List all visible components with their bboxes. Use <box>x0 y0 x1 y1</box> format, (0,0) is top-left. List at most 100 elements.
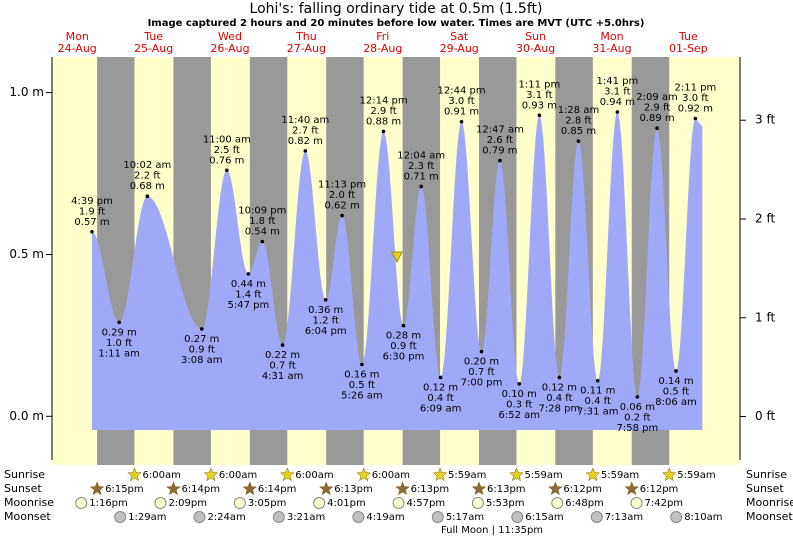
sunrise-icon <box>661 467 677 482</box>
tide-point <box>401 323 406 328</box>
tide-label: 1.9 ft <box>79 206 105 217</box>
sunset-time: 6:14pm <box>258 484 297 495</box>
sunset-time: 6:14pm <box>181 484 220 495</box>
tide-label: 0.88 m <box>366 116 401 127</box>
tide-label: 0.5 ft <box>349 380 375 391</box>
moonrise-icon <box>75 497 88 509</box>
tide-label: 0.06 m <box>620 402 655 413</box>
tide-label: 3.1 ft <box>526 90 552 101</box>
tide-label: 1:28 am <box>558 105 600 116</box>
sunrise-time: 6:00am <box>295 470 333 481</box>
tide-label: 11:00 am <box>203 134 251 145</box>
tide-label: 0.28 m <box>386 331 421 342</box>
y2-tick-label: 1 ft <box>755 310 775 324</box>
tide-label: 0.4 ft <box>427 393 453 404</box>
moonrise-time: 4:01pm <box>327 498 366 509</box>
tide-point <box>303 149 308 153</box>
tide-label: 0.79 m <box>482 146 517 157</box>
sunrise-time: 6:00am <box>143 470 181 481</box>
tide-label: 0.4 ft <box>546 393 572 404</box>
sunrise-time: 5:59am <box>448 470 486 481</box>
moonset-icon <box>193 511 206 523</box>
moonset-time: 4:19am <box>366 512 404 523</box>
day-name: Mon <box>66 30 89 43</box>
tide-label: 2.6 ft <box>487 135 513 146</box>
moonrise-icon <box>551 497 564 509</box>
day-date: 29-Aug <box>440 42 479 55</box>
tide-label: 0.62 m <box>325 201 360 212</box>
moonset-time: 3:21am <box>287 512 325 523</box>
y-tick-label: 1.0 m <box>9 85 44 99</box>
sunset-time: 6:13pm <box>334 484 373 495</box>
tide-label: 11:40 am <box>281 115 329 126</box>
tide-label: 0.3 ft <box>506 399 532 410</box>
tide-label: 0.27 m <box>184 334 219 345</box>
tide-label: 2.3 ft <box>408 161 434 172</box>
tide-label: 6:52 am <box>499 410 541 421</box>
chart-subtitle: Image captured 2 hours and 20 minutes be… <box>148 18 645 29</box>
day-name: Tue <box>143 30 163 43</box>
moonset-time: 6:15am <box>525 512 563 523</box>
sunset-time: 6:13pm <box>487 484 526 495</box>
moonrise-time: 6:48pm <box>565 498 604 509</box>
tide-label: 8:06 am <box>655 397 697 408</box>
tide-label: 0.7 ft <box>269 361 295 372</box>
row-label: Moonrise <box>4 496 54 509</box>
tide-label: 11:13 pm <box>318 180 366 191</box>
day-name: Thu <box>295 30 317 43</box>
moonrise-time: 4:57pm <box>407 498 446 509</box>
row-label: Moonset <box>4 510 51 523</box>
moonrise-icon <box>233 497 246 509</box>
tide-point <box>438 375 443 380</box>
tide-label: 0.10 m <box>502 389 537 400</box>
tide-label: 3.1 ft <box>604 87 630 98</box>
tide-label: 0.68 m <box>130 181 165 192</box>
sunrise-time: 5:59am <box>524 470 562 481</box>
tide-label: 0.44 m <box>231 279 266 290</box>
tide-label: 12:04 am <box>397 150 445 161</box>
tide-point <box>280 343 285 347</box>
tide-label: 0.89 m <box>639 113 674 124</box>
moonset-time: 2:24am <box>207 512 245 523</box>
tide-label: 0.94 m <box>600 97 635 108</box>
sunrise-icon <box>432 467 448 482</box>
tide-label: 7:00 pm <box>461 378 503 389</box>
moonrise-time: 1:16pm <box>89 498 128 509</box>
tide-point <box>260 239 265 244</box>
tide-label: 1.4 ft <box>235 289 261 300</box>
sunrise-time: 6:00am <box>372 470 410 481</box>
tide-label: 2:11 pm <box>674 83 716 94</box>
day-date: 25-Aug <box>134 42 173 55</box>
sunset-icon <box>624 481 640 496</box>
moonrise-icon <box>313 497 326 509</box>
tide-label: 0.14 m <box>658 376 693 387</box>
sunset-icon <box>318 481 334 496</box>
tide-label: 1:11 am <box>98 348 140 359</box>
day-name: Wed <box>218 30 242 43</box>
tide-label: 0.9 ft <box>390 341 416 352</box>
tide-point <box>635 395 640 399</box>
tide-point <box>340 213 344 218</box>
tide-label: 0.91 m <box>444 107 479 118</box>
sunset-icon <box>471 481 487 496</box>
y-tick-label: 0.0 m <box>9 409 44 423</box>
sunrise-icon <box>356 467 372 482</box>
tide-label: 12:44 pm <box>437 86 485 97</box>
sunrise-icon <box>509 467 524 482</box>
tide-label: 10:09 pm <box>238 206 286 217</box>
moonset-time: 7:13am <box>605 512 643 523</box>
moonset-icon <box>511 511 524 523</box>
sunrise-time: 5:59am <box>601 470 639 481</box>
moonset-time: 8:10am <box>684 512 722 523</box>
tide-label: 0.4 ft <box>585 396 611 407</box>
y2-tick-label: 2 ft <box>755 211 775 225</box>
sunset-icon <box>89 481 105 496</box>
tide-label: 12:14 pm <box>359 95 407 106</box>
tide-label: 0.82 m <box>288 136 323 147</box>
sunset-time: 6:12pm <box>640 484 679 495</box>
tide-label: 3:08 am <box>181 355 223 366</box>
moonrise-time: 2:09pm <box>168 498 207 509</box>
tide-point <box>557 375 562 380</box>
sunrise-time: 6:00am <box>219 470 257 481</box>
day-name: Tue <box>678 30 698 43</box>
